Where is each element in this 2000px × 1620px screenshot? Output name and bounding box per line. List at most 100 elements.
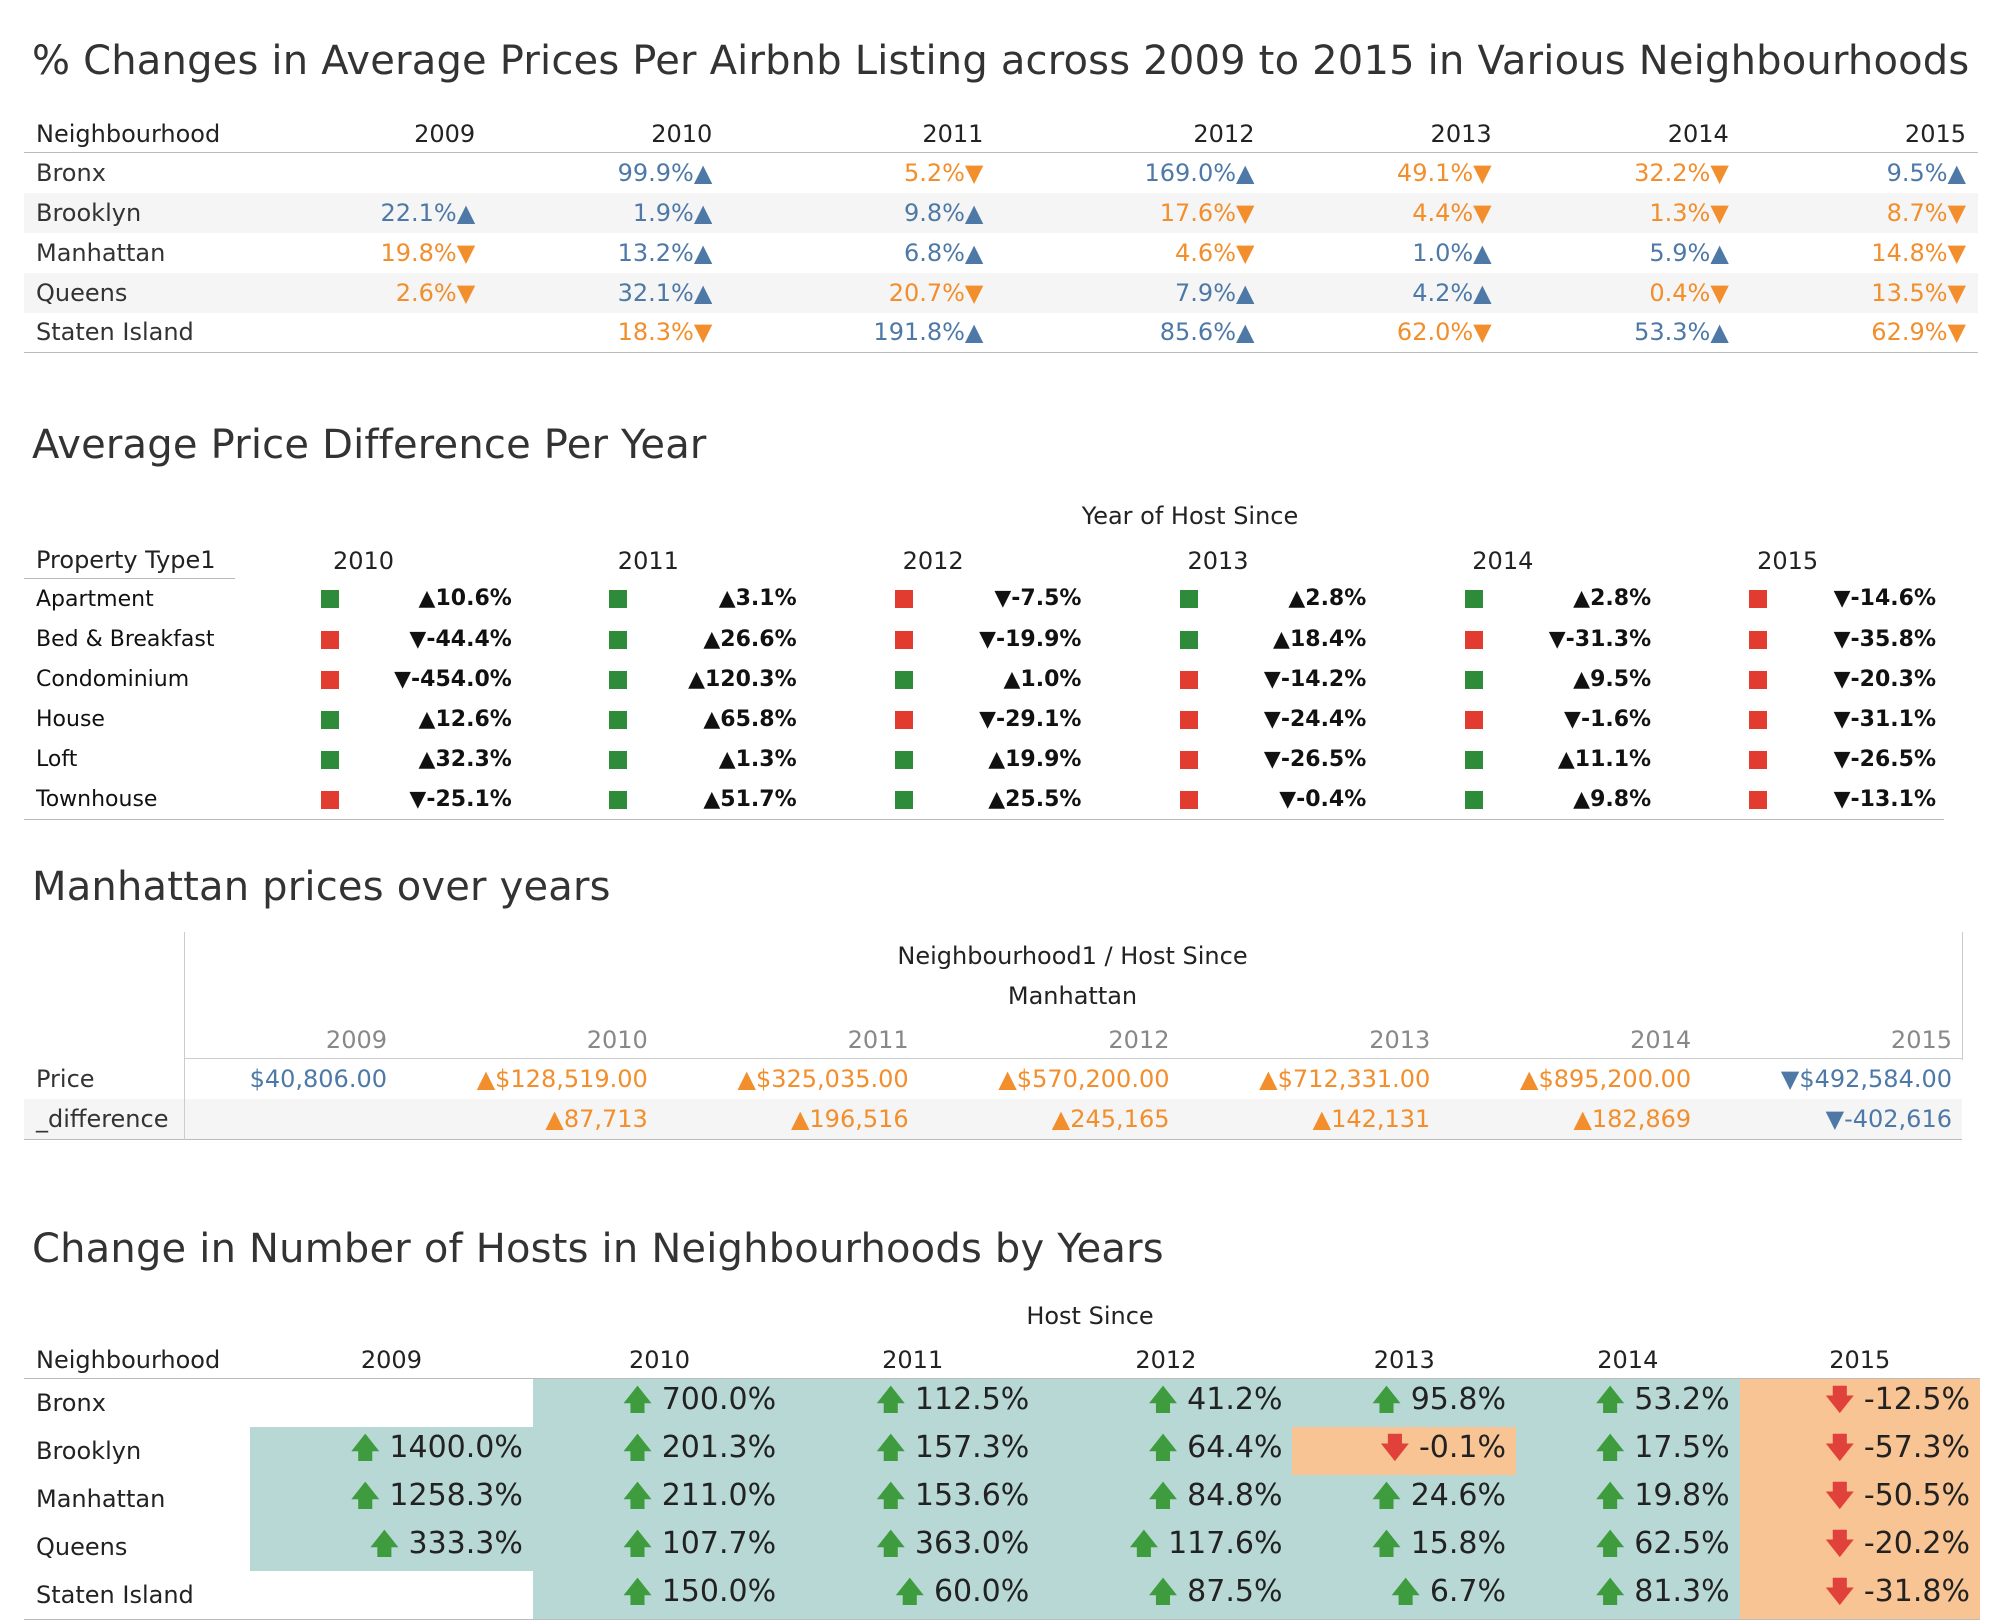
table-row: Price $40,806.00 ▲$128,519.00 ▲$325,035.00 ▲…	[24, 1058, 1962, 1099]
green-square-icon	[608, 710, 627, 729]
value-cell: 🡅 64.4%	[1039, 1427, 1293, 1475]
row-label: Manhattan	[36, 238, 166, 267]
year-header: 2009	[250, 112, 488, 153]
marker-cell	[1659, 619, 1768, 659]
value-cell: 🡅 53.2%	[1516, 1378, 1740, 1427]
year-header: 2010	[532, 1338, 787, 1379]
value-cell	[250, 1379, 533, 1428]
red-square-icon	[1464, 710, 1483, 729]
arrow-up-icon: 🡅	[1148, 1479, 1188, 1512]
row-header: Neighbourhood	[24, 1338, 250, 1379]
header-frame	[184, 932, 1963, 1060]
value-cell: 5.9%▲	[1649, 238, 1729, 267]
value-cell: 🡅 112.5%	[786, 1378, 1040, 1427]
green-square-icon	[894, 790, 913, 809]
value-cell: ▼-29.1%	[979, 706, 1082, 732]
value-text: 41.2%	[1187, 1382, 1283, 1417]
arrow-up-icon: 🡅	[1595, 1431, 1635, 1464]
red-square-icon	[321, 670, 340, 689]
value-cell: ▲$712,331.00	[1259, 1065, 1431, 1093]
value-cell: 18.3%▼	[617, 318, 713, 347]
arrow-up-icon: 🡅	[1148, 1431, 1188, 1464]
value-cell: 9.5%▲	[1886, 158, 1966, 187]
year-header: 2013	[1179, 1018, 1441, 1059]
table-header-row: 2009 2010 2011 2012 2013 2014 2015	[24, 1018, 1962, 1059]
arrow-up-icon: 🡅	[1372, 1527, 1411, 1560]
arrow-up-icon: 🡅	[1595, 1383, 1635, 1416]
arrow-up-icon: 🡅	[876, 1527, 915, 1560]
marker-cell	[1089, 779, 1198, 820]
value-cell	[250, 153, 487, 193]
value-cell: 🡅 60.0%	[786, 1571, 1040, 1620]
value-cell: 17.6%▼	[1159, 198, 1255, 227]
value-cell: ▲11.1%	[1557, 746, 1652, 772]
value-cell: 49.1%▼	[1396, 158, 1492, 187]
green-square-icon	[321, 710, 340, 729]
green-square-icon	[1464, 590, 1483, 609]
marker-cell	[235, 579, 340, 620]
row-header: Neighbourhood	[24, 112, 250, 153]
value-cell: 19.8%▼	[380, 238, 476, 267]
year-header: 2013	[1266, 112, 1504, 153]
value-cell: 8.7%▼	[1886, 198, 1966, 227]
year-header: 2009	[184, 1018, 397, 1059]
value-text: 24.6%	[1410, 1478, 1507, 1513]
marker-cell	[1374, 699, 1483, 739]
green-square-icon	[608, 670, 627, 689]
value-cell: ▲120.3%	[688, 666, 797, 692]
value-text: 53.2%	[1634, 1382, 1730, 1417]
value-cell: 1.0%▲	[1412, 238, 1492, 267]
value-cell: 99.9%▲	[617, 158, 713, 187]
value-cell: 🡅 81.3%	[1516, 1571, 1740, 1620]
value-text: 201.3%	[661, 1430, 777, 1465]
value-cell: 32.2%▼	[1634, 158, 1729, 187]
value-cell: 4.2%▲	[1412, 278, 1492, 307]
value-cell: ▲$570,200.00	[998, 1065, 1170, 1093]
table-row: Bronx 🡅 700.0% 🡅 112.5% 🡅 41.2% 🡅 95.8% 🡅 53.…	[24, 1378, 1980, 1428]
value-text: 363.0%	[914, 1526, 1030, 1561]
value-cell: 🡅 24.6%	[1292, 1475, 1517, 1523]
year-header: 2011	[724, 112, 996, 153]
value-cell: ▲142,131	[1312, 1105, 1431, 1133]
value-text: 17.5%	[1634, 1430, 1730, 1465]
marker-cell	[1659, 739, 1768, 779]
value-text: -31.8%	[1863, 1574, 1970, 1609]
value-cell: 85.6%▲	[1159, 318, 1255, 347]
value-cell: 🡅 700.0%	[532, 1378, 787, 1427]
value-cell: $40,806.00	[249, 1065, 387, 1093]
arrow-up-icon: 🡅	[1391, 1575, 1430, 1608]
value-cell: 🡅 201.3%	[532, 1427, 787, 1475]
axis-subcaption: Manhattan	[1007, 982, 1138, 1010]
value-cell: 🡅 107.7%	[532, 1523, 787, 1571]
value-text: 6.7%	[1429, 1574, 1507, 1609]
table-row: Brooklyn 22.1%▲ 1.9%▲ 9.8%▲ 17.6%▼ 4.4%▼ 1.3%▼…	[24, 192, 1978, 233]
value-cell: ▲$128,519.00	[476, 1065, 648, 1093]
year-header: 2009	[250, 1338, 533, 1379]
arrow-up-icon: 🡅	[895, 1575, 934, 1608]
arrow-down-icon: 🡇	[1825, 1479, 1864, 1512]
arrow-up-icon: 🡅	[876, 1479, 915, 1512]
red-square-icon	[1749, 590, 1768, 609]
table-row: Apartment ▲10.6% ▲3.1% ▼-7.5% ▲2.8% ▲2.8% ▼-14…	[24, 579, 1944, 620]
value-cell: ▲51.7%	[703, 786, 797, 812]
arrow-up-icon: 🡅	[1129, 1527, 1169, 1560]
table-row: Queens 🡅 333.3% 🡅 107.7% 🡅 363.0% 🡅 117.6% 🡅 …	[24, 1523, 1980, 1571]
table-row: Loft ▲32.3% ▲1.3% ▲19.9% ▼-26.5% ▲11.1% ▼-26.5…	[24, 739, 1944, 779]
value-cell: ▼-31.3%	[1548, 626, 1652, 652]
table-row: Bed & Breakfast ▼-44.4% ▲26.6% ▼-19.9% ▲18.4…	[24, 619, 1944, 659]
value-cell: 🡅 211.0%	[532, 1475, 787, 1523]
row-label: Bronx	[36, 1389, 106, 1417]
value-cell: ▲$895,200.00	[1520, 1065, 1692, 1093]
value-cell: ▼-25.1%	[409, 786, 512, 812]
price-difference-table: Property Type1 2010 2011 2012 2013 2014 2015 …	[24, 538, 1944, 820]
green-square-icon	[1179, 630, 1198, 649]
red-square-icon	[894, 710, 913, 729]
value-cell: ▲$325,035.00	[737, 1065, 909, 1093]
green-square-icon	[608, 630, 627, 649]
row-label: _difference	[24, 1099, 185, 1140]
manhattan-prices-table: 2009 2010 2011 2012 2013 2014 2015 Price $40,80…	[24, 1018, 1962, 1140]
row-label: Staten Island	[36, 1581, 194, 1609]
value-cell	[184, 1099, 397, 1140]
value-cell: ▲10.6%	[418, 586, 512, 612]
value-cell: 🡅 62.5%	[1516, 1523, 1740, 1571]
